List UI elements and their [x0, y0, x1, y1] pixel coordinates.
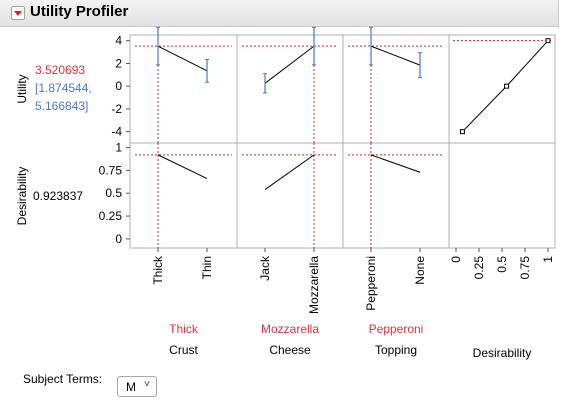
- utility-trace: [370, 45, 421, 66]
- subject-terms-select[interactable]: M ˅: [117, 376, 157, 397]
- panel-frame: [129, 142, 238, 249]
- desirability-row-label: Desirability: [15, 167, 29, 226]
- desirability-handle: [504, 83, 510, 89]
- panel-frame: [342, 142, 450, 249]
- utility-tick-label: 4: [115, 34, 122, 48]
- utility-tick-label: -4: [111, 125, 122, 139]
- desirability-x-tick-label: 0.75: [518, 256, 532, 280]
- factor-current-value: Mozzarella: [261, 322, 319, 336]
- empty-panel-frame: [448, 142, 556, 249]
- utility-tick-label: 0: [115, 79, 122, 93]
- desirability-axis-label: Desirability: [473, 346, 532, 360]
- panel-frame: [342, 34, 450, 144]
- panel-frame: [236, 142, 344, 249]
- desirability-x-tick-label: 1: [541, 256, 555, 263]
- desirability-tick-label: 0.75: [99, 163, 123, 177]
- level-label-thin[interactable]: Thin: [200, 256, 214, 279]
- factor-name-crust: Crust: [169, 343, 198, 357]
- desirability-tick-label: 0.5: [105, 186, 122, 200]
- desirability-x-tick-label: 0: [449, 256, 463, 263]
- level-label-mozzarella[interactable]: Mozzarella: [307, 256, 321, 314]
- level-label-none[interactable]: None: [413, 256, 427, 285]
- red-triangle-menu[interactable]: [11, 6, 25, 20]
- factor-name-cheese: Cheese: [269, 343, 311, 357]
- desirability-trace: [157, 154, 208, 180]
- profiler-title: Utility Profiler: [30, 3, 129, 20]
- level-label-thick[interactable]: Thick: [151, 255, 165, 285]
- desirability-handle: [459, 129, 465, 135]
- desirability-handle: [545, 38, 551, 44]
- desirability-tick-label: 1: [115, 141, 122, 155]
- dropdown-triangle-icon: [14, 11, 22, 16]
- chevron-down-icon: ˅: [144, 379, 150, 390]
- desirability-trace: [264, 154, 315, 190]
- utility-ci-high: 5.166843]: [35, 99, 89, 113]
- utility-row-label: Utility: [15, 74, 29, 103]
- desirability-tick-label: 0.25: [99, 209, 123, 223]
- level-label-pepperoni[interactable]: Pepperoni: [364, 256, 378, 311]
- subject-terms-value: M: [126, 380, 136, 394]
- profiler-plot: Utility Desirability 4 2 0 -2 -4 1 0.75 0.5 0.25 0 T…: [15, 26, 556, 360]
- utility-trace: [157, 45, 208, 72]
- factor-current-value: Pepperoni: [369, 322, 424, 336]
- utility-tick-label: -2: [111, 102, 122, 116]
- subject-terms-label: Subject Terms:: [23, 372, 103, 386]
- panel-frame: [236, 34, 344, 144]
- desirability-x-tick-label: 0.25: [472, 256, 486, 280]
- utility-value: 3.520693: [35, 63, 86, 77]
- panel-frame: [129, 34, 238, 144]
- utility-tick-label: 2: [115, 56, 122, 70]
- desirability-value: 0.923837: [33, 189, 84, 203]
- desirability-tick-label: 0: [115, 232, 122, 246]
- level-label-jack[interactable]: Jack: [258, 255, 272, 281]
- utility-trace: [264, 45, 315, 84]
- factor-current-value: Thick: [169, 322, 199, 336]
- desirability-x-tick-label: 0.5: [495, 256, 509, 273]
- outline-header: Utility Profiler: [0, 0, 559, 27]
- factor-name-topping: Topping: [375, 343, 417, 357]
- desirability-trace: [370, 154, 421, 173]
- utility-ci-low: [1.874544,: [35, 81, 92, 95]
